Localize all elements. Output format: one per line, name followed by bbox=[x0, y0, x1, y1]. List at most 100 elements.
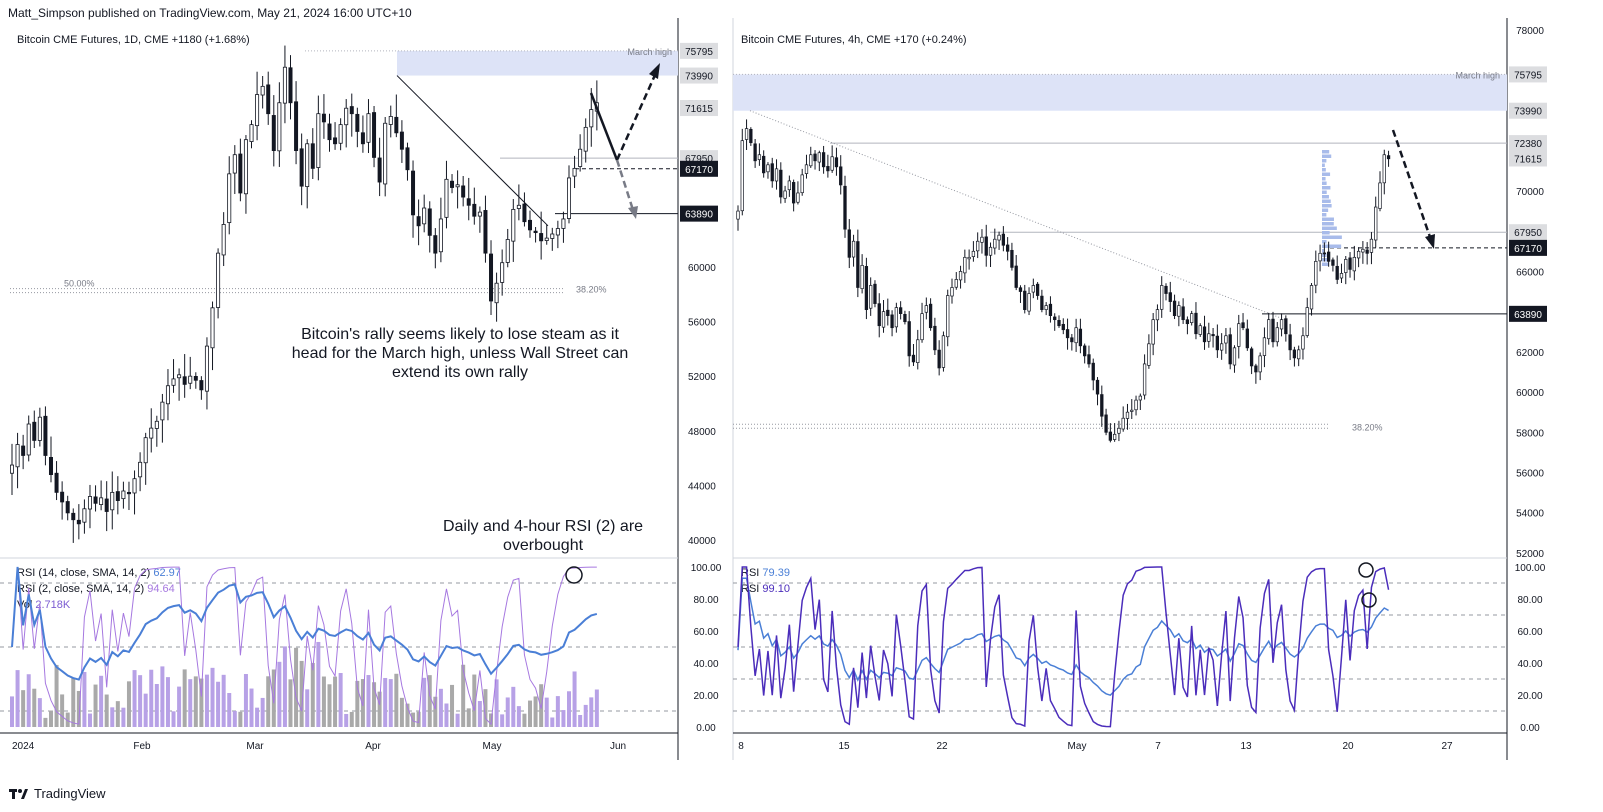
left-candle-body bbox=[505, 239, 510, 263]
right-candle-body bbox=[1198, 325, 1202, 335]
right-candle-body bbox=[1369, 238, 1374, 253]
left-candle-body bbox=[199, 380, 204, 391]
right-candle-body bbox=[770, 163, 774, 182]
right-candle-body bbox=[1386, 155, 1391, 160]
left-x-tick: 2024 bbox=[12, 741, 35, 752]
right-y-tick: 66000 bbox=[1516, 267, 1544, 278]
left-candle-body bbox=[355, 113, 360, 132]
left-volume-bar bbox=[232, 711, 237, 727]
right-y-tick: 70000 bbox=[1516, 187, 1544, 198]
right-candle-body bbox=[894, 307, 899, 328]
right-candle-body bbox=[946, 295, 950, 338]
right-rsi-tick: 40.00 bbox=[1517, 659, 1542, 670]
left-candle-body bbox=[444, 178, 449, 218]
left-candle-body bbox=[349, 106, 354, 115]
right-candle-body bbox=[1070, 337, 1074, 343]
left-volume-bar bbox=[149, 669, 154, 727]
right-candle-body bbox=[920, 313, 924, 341]
left-candle-body bbox=[461, 185, 466, 198]
right-price-label-text: 71615 bbox=[1514, 154, 1542, 165]
left-candle-body bbox=[522, 203, 527, 223]
left-candle-body bbox=[182, 376, 187, 385]
left-y-tick: 52000 bbox=[688, 372, 716, 383]
left-candle-body bbox=[177, 374, 182, 379]
right-candle-body bbox=[1014, 265, 1018, 288]
left-volume-bar bbox=[310, 662, 315, 727]
left-candle-body bbox=[555, 228, 560, 236]
left-y-tick: 40000 bbox=[688, 536, 716, 547]
left-candle-body bbox=[533, 230, 538, 234]
left-rsi-tick: 60.00 bbox=[693, 627, 718, 638]
right-volume-profile-bar bbox=[1322, 163, 1325, 167]
right-candle-body bbox=[1356, 250, 1361, 259]
left-volume-bar bbox=[43, 717, 48, 727]
right-candle-body bbox=[783, 190, 787, 199]
left-volume-bar bbox=[505, 697, 510, 727]
left-candle-body bbox=[388, 116, 393, 125]
left-volume-bar bbox=[143, 693, 148, 727]
right-candle-body bbox=[791, 182, 796, 204]
left-rsi-tick: 0.00 bbox=[696, 723, 716, 734]
right-volume-profile-bar bbox=[1322, 262, 1329, 266]
left-volume-bar bbox=[388, 679, 393, 727]
right-candle-body bbox=[1057, 320, 1061, 327]
left-candle-body bbox=[399, 131, 404, 150]
right-x-tick: 8 bbox=[738, 741, 744, 752]
right-candle-body bbox=[1044, 305, 1048, 310]
left-candle-body bbox=[266, 84, 271, 115]
left-candle-body bbox=[255, 94, 260, 127]
left-volume-bar bbox=[188, 679, 193, 727]
left-candle-body bbox=[578, 148, 583, 167]
right-rsi-tick: 100.00 bbox=[1515, 563, 1546, 574]
left-volume-bar bbox=[444, 703, 449, 727]
left-candle-body bbox=[132, 478, 137, 494]
left-y-tick: 44000 bbox=[688, 482, 716, 493]
left-march-high-zone bbox=[397, 50, 678, 76]
tradingview-brand: TradingView bbox=[34, 786, 106, 801]
right-candle-body bbox=[1348, 257, 1352, 270]
right-candle-body bbox=[937, 349, 941, 369]
left-volume-bar bbox=[60, 694, 65, 727]
right-candle-body bbox=[1245, 328, 1249, 349]
right-candle-body bbox=[774, 168, 779, 182]
right-price-label bbox=[1509, 150, 1547, 167]
right-candle-body bbox=[813, 153, 817, 162]
left-volume-bar bbox=[377, 691, 382, 727]
left-volume-bar bbox=[115, 701, 120, 727]
left-volume-bar bbox=[249, 688, 254, 727]
left-candle-body bbox=[277, 102, 282, 152]
right-y-tick: 78000 bbox=[1516, 26, 1544, 37]
left-price-label-text: 67950 bbox=[685, 154, 713, 165]
left-candle-body bbox=[377, 157, 382, 183]
right-candle-body bbox=[856, 241, 860, 288]
right-y-tick: 58000 bbox=[1516, 428, 1544, 439]
right-candle-body bbox=[821, 152, 826, 168]
left-volume-bar bbox=[193, 676, 198, 727]
right-candle-body bbox=[993, 238, 997, 249]
right-candle-body bbox=[971, 250, 976, 257]
left-candle-body bbox=[544, 237, 549, 241]
right-candle-body bbox=[834, 157, 839, 168]
right-candle-body bbox=[1190, 313, 1194, 323]
left-candle-body bbox=[87, 496, 92, 510]
left-rsi-tick: 80.00 bbox=[693, 595, 718, 606]
right-price-label-text: 73990 bbox=[1514, 107, 1542, 118]
right-candle-body bbox=[1177, 305, 1181, 317]
right-candle-body bbox=[1061, 323, 1065, 331]
left-candle-body bbox=[472, 203, 477, 217]
left-up-arrowhead bbox=[649, 63, 660, 79]
right-price-label-text: 67950 bbox=[1514, 228, 1542, 239]
left-volume-bar bbox=[15, 670, 20, 727]
left-volume-bar bbox=[511, 686, 516, 727]
right-candle-body bbox=[877, 303, 881, 327]
left-y-tick: 60000 bbox=[688, 263, 716, 274]
right-candle-body bbox=[1121, 417, 1125, 430]
right-volume-profile-bar bbox=[1322, 150, 1330, 154]
left-candle-body bbox=[271, 115, 276, 152]
left-candle-body bbox=[550, 233, 555, 239]
right-candle-body bbox=[1001, 233, 1006, 246]
right-candle-body bbox=[1168, 292, 1172, 302]
left-volume-bar bbox=[327, 684, 332, 727]
right-y-tick: 62000 bbox=[1516, 348, 1544, 359]
